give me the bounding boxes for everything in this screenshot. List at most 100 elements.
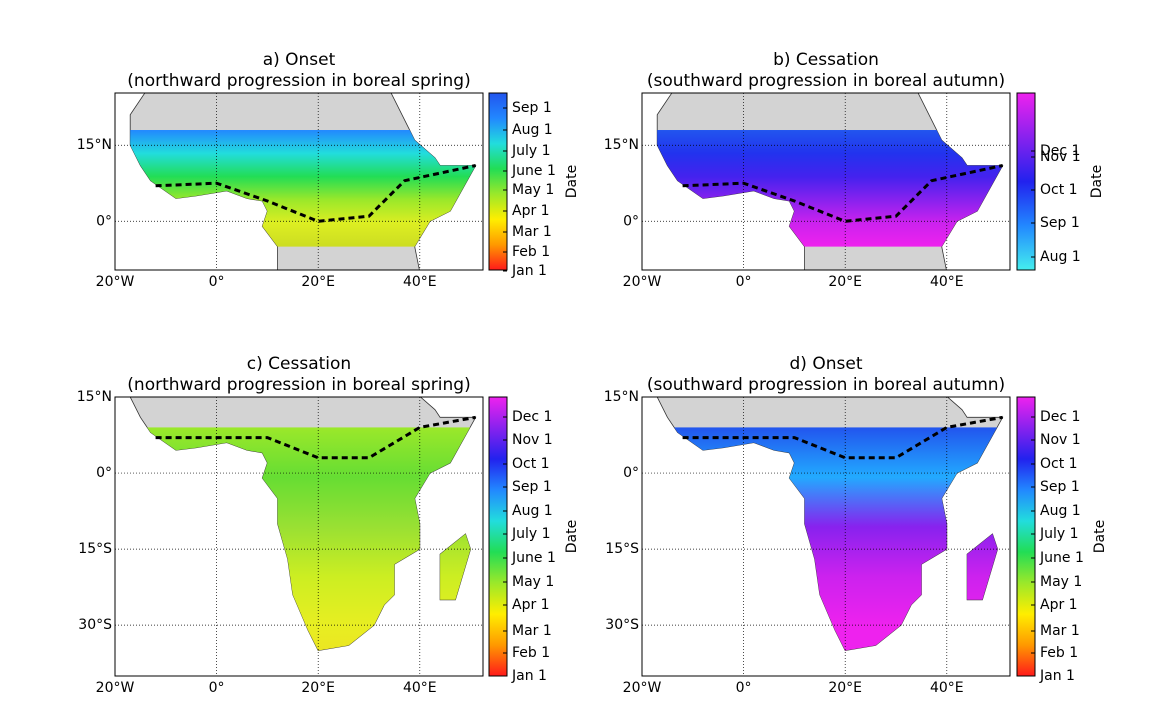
colorbar-label: Sep 1 [512, 100, 552, 116]
rain-field-fill [130, 130, 476, 247]
lon-label: 0° [209, 680, 225, 696]
lat-label: 15°S [78, 541, 112, 557]
colorbar-label: Oct 1 [1040, 456, 1078, 472]
map-frame [114, 92, 484, 271]
lat-label: 15°N [77, 389, 112, 405]
lon-label: 20°W [623, 274, 662, 290]
colorbar-label: July 1 [511, 143, 551, 159]
colorbar-label: Nov 1 [1040, 432, 1081, 448]
colorbar-label: Sep 1 [512, 479, 552, 495]
colorbar-label: Mar 1 [1040, 623, 1080, 639]
colorbar-label: Mar 1 [512, 623, 552, 639]
colorbar-label: Dec 1 [512, 409, 552, 425]
colorbar [1016, 92, 1036, 271]
map-frame [114, 396, 484, 677]
lon-label: 40°E [930, 274, 964, 290]
colorbar-title: Date [1089, 165, 1105, 198]
colorbar-label: June 1 [511, 550, 556, 566]
lat-label: 15°N [77, 137, 112, 153]
colorbar-label: May 1 [512, 182, 554, 198]
panel-title: b) Cessation [773, 50, 879, 70]
colorbar-title: Date [564, 520, 580, 553]
lat-label: 30°S [78, 617, 112, 633]
colorbar-label: July 1 [511, 526, 551, 542]
rain-field [657, 130, 1003, 247]
colorbar-label: Dec 1 [1040, 143, 1080, 159]
colorbar-label: May 1 [1040, 574, 1082, 590]
colorbar-label: Nov 1 [512, 432, 553, 448]
boundary [155, 415, 476, 460]
colorbar-label: June 1 [511, 163, 556, 179]
lon-label: 20°E [828, 274, 862, 290]
colorbar [1016, 396, 1036, 677]
lat-label: 0° [96, 213, 112, 229]
colorbar-label: Jan 1 [511, 263, 547, 279]
lat-label: 0° [623, 465, 639, 481]
panel-subtitle: (southward progression in boreal autumn) [647, 71, 1005, 91]
land [440, 282, 471, 348]
colorbar-label: Apr 1 [512, 203, 550, 219]
map [129, 397, 477, 651]
colorbar-label: Apr 1 [512, 597, 550, 613]
colorbar-label: Nov 1 [1040, 149, 1081, 165]
lat-label: 30°S [605, 617, 639, 633]
map-frame [641, 92, 1011, 271]
boundary [682, 415, 1003, 460]
colorbar-label: Apr 1 [1040, 597, 1078, 613]
colorbar-label: Sep 1 [1040, 215, 1080, 231]
land [967, 282, 998, 348]
colorbar-label: Mar 1 [512, 224, 552, 240]
panel-title: a) Onset [263, 50, 336, 70]
lon-label: 0° [736, 274, 752, 290]
map [129, 93, 477, 348]
panel-title: d) Onset [790, 354, 863, 374]
rain-field-fill [657, 427, 1003, 651]
colorbar-label: Oct 1 [512, 456, 550, 472]
rain-field [130, 427, 476, 651]
colorbar [488, 396, 508, 677]
lon-label: 20°E [828, 680, 862, 696]
colorbar-label: Jan 1 [511, 668, 547, 684]
colorbar-label: Aug 1 [512, 122, 553, 138]
colorbar-label: June 1 [1039, 550, 1084, 566]
colorbar-label: Aug 1 [1040, 249, 1081, 265]
colorbar-title: Date [564, 165, 580, 198]
lat-label: 15°N [604, 137, 639, 153]
colorbar-label: Sep 1 [1040, 479, 1080, 495]
colorbar-label: Feb 1 [512, 645, 550, 661]
panel-subtitle: (northward progression in boreal spring) [127, 71, 470, 91]
lat-label: 15°S [605, 541, 639, 557]
lon-label: 20°E [301, 274, 335, 290]
colorbar-label: Aug 1 [512, 503, 553, 519]
lon-label: 20°E [301, 680, 335, 696]
colorbar-label: May 1 [512, 574, 554, 590]
colorbar [488, 92, 508, 271]
lon-label: 20°W [96, 680, 135, 696]
lon-label: 40°E [930, 680, 964, 696]
colorbar-title: Date [1092, 520, 1108, 553]
colorbar-label: Oct 1 [1040, 182, 1078, 198]
panel-subtitle: (southward progression in boreal autumn) [647, 375, 1005, 395]
rain-field-fill [657, 130, 1003, 247]
lon-label: 0° [736, 680, 752, 696]
lon-label: 40°E [403, 680, 437, 696]
colorbar-label: Jan 1 [1039, 668, 1075, 684]
colorbar-label: Feb 1 [1040, 645, 1078, 661]
colorbar-label: Dec 1 [1040, 409, 1080, 425]
lon-label: 40°E [403, 274, 437, 290]
map [656, 93, 1004, 348]
map [656, 397, 1004, 651]
lon-label: 20°W [96, 274, 135, 290]
colorbar-label: Aug 1 [1040, 503, 1081, 519]
colorbar-label: Feb 1 [512, 244, 550, 260]
colorbar-label: July 1 [1039, 526, 1079, 542]
panel-subtitle: (northward progression in boreal spring) [127, 375, 470, 395]
rain-field-fill [130, 427, 476, 651]
lat-label: 15°N [604, 389, 639, 405]
lon-label: 20°W [623, 680, 662, 696]
map-frame [641, 396, 1011, 677]
rain-field [657, 427, 1003, 651]
rain-field [130, 130, 476, 247]
lat-label: 0° [96, 465, 112, 481]
